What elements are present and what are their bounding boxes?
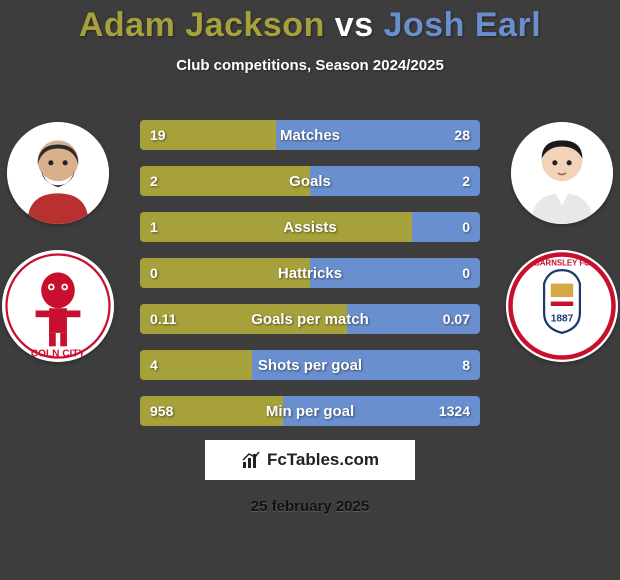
stat-bar-left [140,258,310,288]
stat-value-right: 0 [462,212,470,242]
club1-badge: COLN CITY [2,250,114,362]
stat-bar-bg [140,166,480,196]
stat-bar-left [140,166,310,196]
stat-bar-right [252,350,480,380]
player1-avatar [7,122,109,224]
stat-bar-bg [140,304,480,334]
footer-date: 25 february 2025 [0,498,620,515]
club-badge-icon: 1887 BARNSLEY FC [506,250,618,362]
stat-bar-right [310,166,480,196]
svg-text:COLN CITY: COLN CITY [31,348,86,359]
stat-value-right: 0 [462,258,470,288]
stat-bar-bg [140,396,480,426]
stat-bar-left [140,212,412,242]
title-vs: vs [335,6,374,44]
page-title: Adam Jackson vs Josh Earl [0,0,620,45]
chart-icon [241,450,261,470]
stat-value-right: 8 [462,350,470,380]
club-badge-icon: COLN CITY [2,250,114,362]
stat-bar-bg [140,120,480,150]
stat-bar-bg [140,350,480,380]
stat-bar-bg [140,212,480,242]
subtitle: Club competitions, Season 2024/2025 [0,57,620,74]
stat-value-left: 0 [150,258,158,288]
stat-row: Goals22 [140,166,480,196]
left-column: COLN CITY [6,122,110,362]
person-icon [511,122,613,224]
stat-value-left: 4 [150,350,158,380]
stat-row: Shots per goal48 [140,350,480,380]
stat-bar-right [276,120,480,150]
stat-row: Hattricks00 [140,258,480,288]
club2-badge: 1887 BARNSLEY FC [506,250,618,362]
svg-text:1887: 1887 [551,314,574,325]
svg-text:BARNSLEY FC: BARNSLEY FC [534,259,590,268]
person-icon [7,122,109,224]
stat-row: Goals per match0.110.07 [140,304,480,334]
stats-container: Matches1928Goals22Assists10Hattricks00Go… [140,120,480,426]
stat-bar-right [310,258,480,288]
stat-row: Matches1928 [140,120,480,150]
player2-avatar [511,122,613,224]
stat-value-left: 958 [150,396,173,426]
stat-value-right: 1324 [439,396,470,426]
title-player1: Adam Jackson [79,6,325,44]
stat-bar-bg [140,258,480,288]
comparison-card: Adam Jackson vs Josh Earl Club competiti… [0,0,620,580]
stat-row: Min per goal9581324 [140,396,480,426]
stat-value-right: 2 [462,166,470,196]
stat-value-left: 2 [150,166,158,196]
stat-value-left: 0.11 [150,304,176,334]
title-player2: Josh Earl [384,6,542,44]
stat-value-right: 28 [454,120,470,150]
footer-brand: FcTables.com [205,440,415,480]
stat-value-left: 1 [150,212,158,242]
footer-brand-text: FcTables.com [267,450,379,470]
right-column: 1887 BARNSLEY FC [510,122,614,362]
stat-value-left: 19 [150,120,166,150]
stat-value-right: 0.07 [443,304,470,334]
stat-row: Assists10 [140,212,480,242]
